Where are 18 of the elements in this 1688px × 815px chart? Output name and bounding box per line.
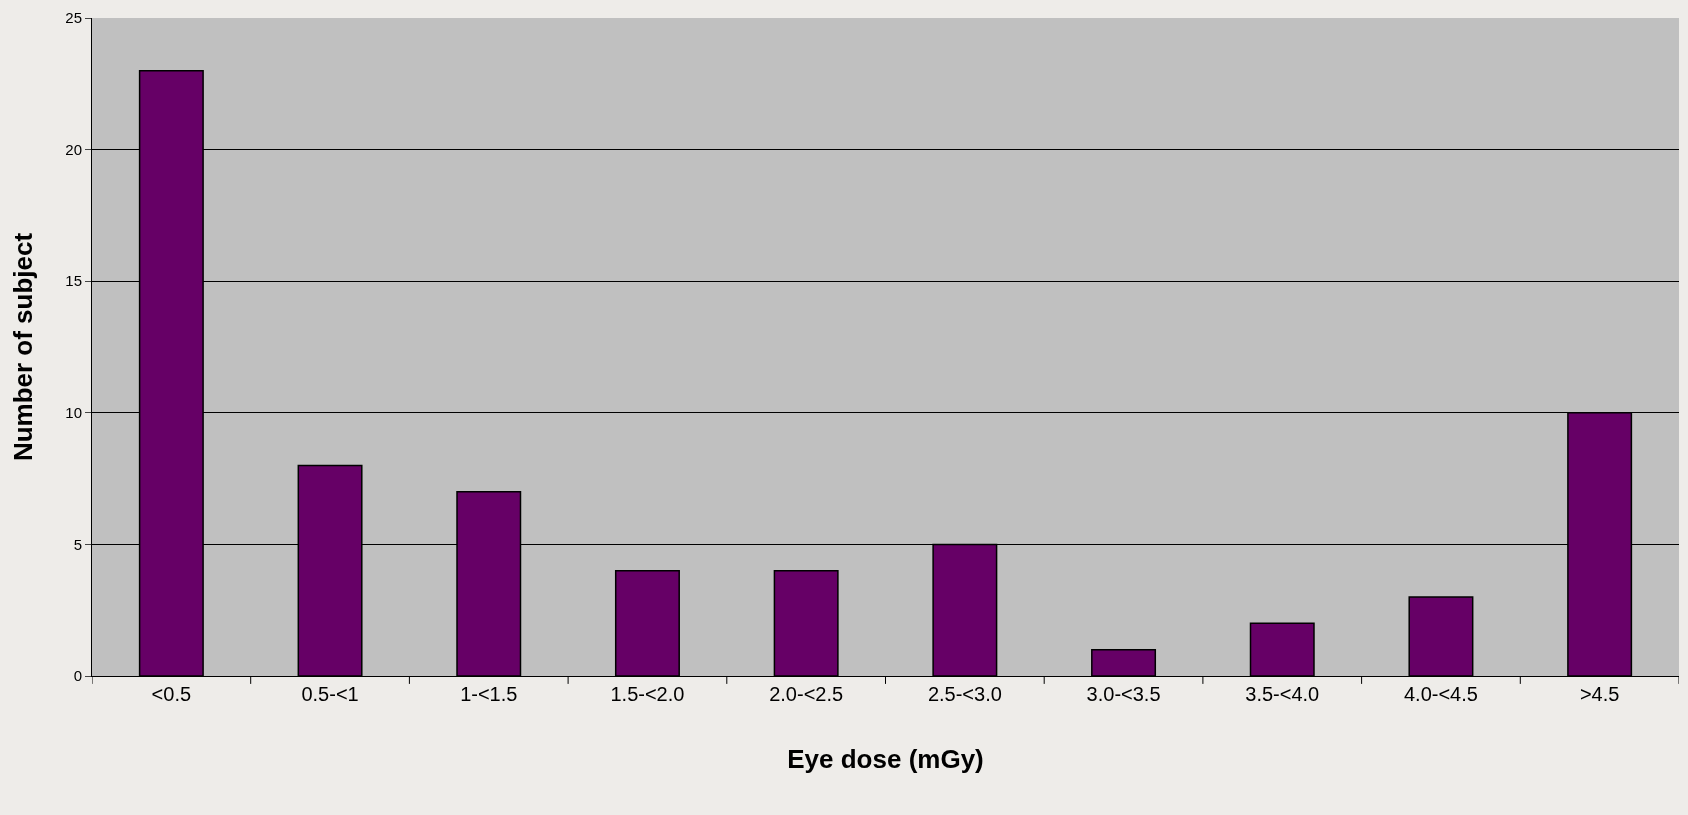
x-tick-label: 4.0-<4.5 [1403,683,1478,705]
y-tick-label: 10 [65,404,82,422]
x-tick-label: 1.5-<2.0 [610,683,685,705]
x-tick-label: >4.5 [1579,683,1620,705]
x-tick-label: 3.5-<4.0 [1245,683,1320,705]
x-tick-label: 2.0-<2.5 [769,683,844,705]
x-axis-title: Eye dose (mGy) [787,743,984,774]
y-tick-label: 20 [65,140,82,158]
x-tick-label: 1-<1.5 [460,683,518,705]
y-tick-label: 5 [73,535,82,553]
y-tick-label: 15 [65,272,82,290]
y-tick-label: 25 [65,9,82,27]
x-tick-label: 2.5-<3.0 [927,683,1002,705]
y-tick-label: 0 [73,667,82,685]
x-tick-label: 0.5-<1 [301,683,359,705]
x-tick-label: <0.5 [151,683,192,705]
y-axis-title: Number of subject [7,232,38,462]
x-tick-label: 3.0-<3.5 [1086,683,1161,705]
